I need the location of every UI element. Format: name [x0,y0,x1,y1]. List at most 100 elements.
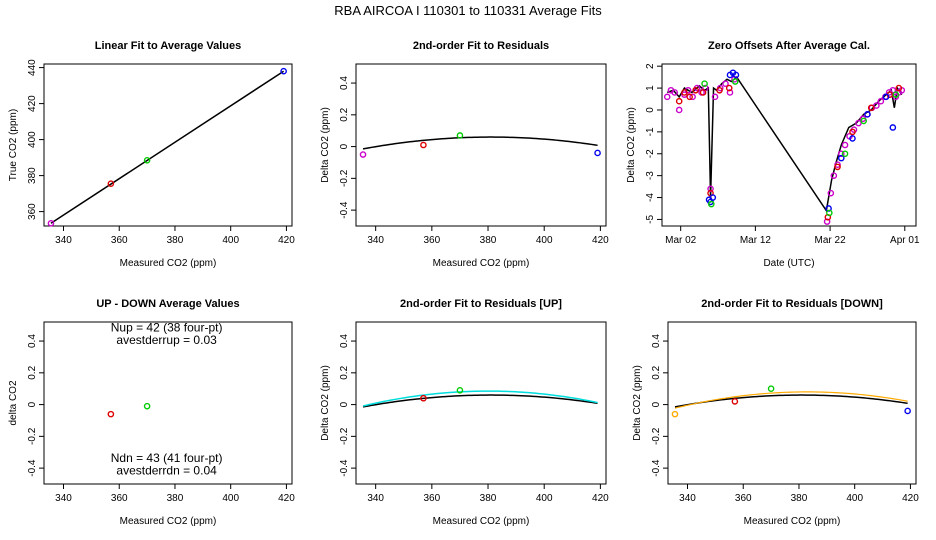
chart6-x-tick-label: 420 [902,493,919,504]
chart3-point-red [725,84,733,92]
chart3-point-magenta [722,80,729,88]
chart5-x-tick-label: 420 [592,493,609,504]
chart3-point-red [895,84,903,92]
chart3-point-magenta [827,189,835,197]
chart3-point-blue [732,71,740,79]
chart5-x-tick-label: 400 [536,493,553,504]
chart2-x-tick-label: 380 [480,235,497,246]
chart5-x-tick-label: 380 [480,493,497,504]
chart5-y-tick-label: -0.2 [339,427,350,445]
chart2-y-tick-label: -0.4 [339,201,350,219]
chart3-point-red [686,93,693,101]
panel-residuals-down: 2nd-order Fit to Residuals [DOWN] 340 360 3… [632,298,919,527]
chart6-fit-curve-black [674,394,908,408]
chart3-point-green [892,91,900,98]
panel-residuals: 2nd-order Fit to Residuals 340 360 380 400 42… [320,40,609,269]
chart4-point-red [107,410,115,418]
chart2-plot-frame [355,63,607,227]
chart3-point-green [841,150,849,158]
chart3-point-magenta [830,172,838,179]
chart3-point-blue [889,124,897,131]
chart3-y-tick-label: -3 [645,171,656,180]
chart6-point-blue [904,407,911,415]
panel-linear-fit: Linear Fit to Average Values 340 360 380 400… [8,40,295,269]
chart3-point-red [716,86,723,94]
chart3-point-magenta [834,161,841,169]
chart4-x-tick-label: 400 [222,493,239,504]
chart6-plot-frame [667,321,917,485]
chart3-title: Zero Offsets After Average Cal. [708,40,870,52]
chart3-point-magenta [837,150,845,158]
chart2-point-magenta [359,151,367,158]
chart2-title: 2nd-order Fit to Residuals [413,40,549,52]
chart3-point-blue [864,111,871,118]
chart1-x-tick-label: 420 [278,235,295,246]
chart5-title: 2nd-order Fit to Residuals [UP] [400,298,562,310]
chart3-point-red [692,86,699,94]
chart1-x-axis-label: Measured CO2 (ppm) [120,258,217,269]
chart3-y-axis-label: Delta CO2 (ppm) [626,107,637,183]
chart1-y-tick-label: 380 [27,167,38,184]
chart1-x-tick-label: 340 [55,235,72,246]
chart3-x-axis-label: Date (UTC) [763,258,814,269]
chart3-point-green [701,80,708,88]
chart3-series-black-line [666,76,903,213]
chart1-x-tick-label: 400 [222,235,239,246]
chart2-point-red [420,141,427,149]
chart6-y-axis-label: Delta CO2 (ppm) [632,365,643,441]
chart4-annotation: Nup = 42 (38 four-pt) [111,321,223,335]
figure-title: RBA AIRCOA I 110301 to 110331 Average Fi… [334,3,602,18]
chart4-point-green [143,402,151,410]
chart3-point-magenta [707,185,714,193]
chart2-x-tick-label: 420 [592,235,609,246]
chart2-fit-curve-black [362,136,598,150]
chart5-y-axis-label: Delta CO2 (ppm) [320,365,331,441]
chart6-y-tick-label: 0.2 [651,365,662,379]
chart3-point-magenta [873,102,880,109]
chart3-point-magenta [877,97,885,105]
chart3-y-tick-label: -4 [645,193,656,202]
chart5-x-tick-label: 360 [423,493,440,504]
chart4-x-tick-label: 360 [111,493,128,504]
chart2-x-axis-label: Measured CO2 (ppm) [433,258,530,269]
chart3-point-blue [837,154,845,162]
chart3-point-blue [825,205,832,212]
chart3-point-magenta [855,119,862,127]
chart2-y-tick-label: 0 [339,143,350,149]
chart1-point-magenta [47,219,55,227]
chart3-point-magenta [671,89,679,96]
chart6-y-tick-label: -0.2 [651,427,662,445]
chart6-fit-curve-orange [674,391,908,409]
chart6-x-tick-label: 340 [679,493,696,504]
chart3-point-red [849,128,856,136]
chart3-point-magenta [892,93,900,101]
chart5-y-tick-label: 0.2 [339,365,350,379]
chart4-title: UP - DOWN Average Values [96,298,239,310]
chart4-y-tick-label: 0.4 [27,334,38,348]
chart3-x-tick-label: Mar 02 [665,235,697,246]
chart4-x-axis-label: Measured CO2 (ppm) [120,516,217,527]
chart2-x-tick-label: 340 [367,235,384,246]
chart3-y-tick-label: -5 [645,215,656,224]
chart4-y-tick-label: 0.2 [27,365,38,379]
chart5-fit-curve-cyan [362,390,598,407]
chart1-point-blue [280,67,287,75]
chart5-y-tick-label: 0 [339,401,350,407]
chart2-y-tick-label: -0.2 [339,169,350,187]
chart3-point-red [834,163,841,171]
chart3-point-magenta [681,91,688,98]
chart3-point-red [699,89,707,96]
chart3-point-red [681,89,688,96]
chart3-point-green [708,200,715,208]
chart4-x-tick-label: 380 [167,493,184,504]
chart4-y-tick-label: -0.2 [27,427,38,445]
panel-residuals-up: 2nd-order Fit to Residuals [UP] 340 360 380… [320,298,609,527]
chart1-title: Linear Fit to Average Values [95,40,242,52]
chart1-point-red [107,180,115,187]
chart1-y-tick-label: 400 [27,131,38,148]
chart6-point-orange [671,410,679,418]
chart1-y-tick-label: 440 [27,59,38,76]
panel-up-down: UP - DOWN Average Values 340 360 380 400 420 -… [8,298,295,527]
chart3-y-tick-label: 0 [645,107,656,113]
chart1-y-tick-label: 360 [27,203,38,220]
